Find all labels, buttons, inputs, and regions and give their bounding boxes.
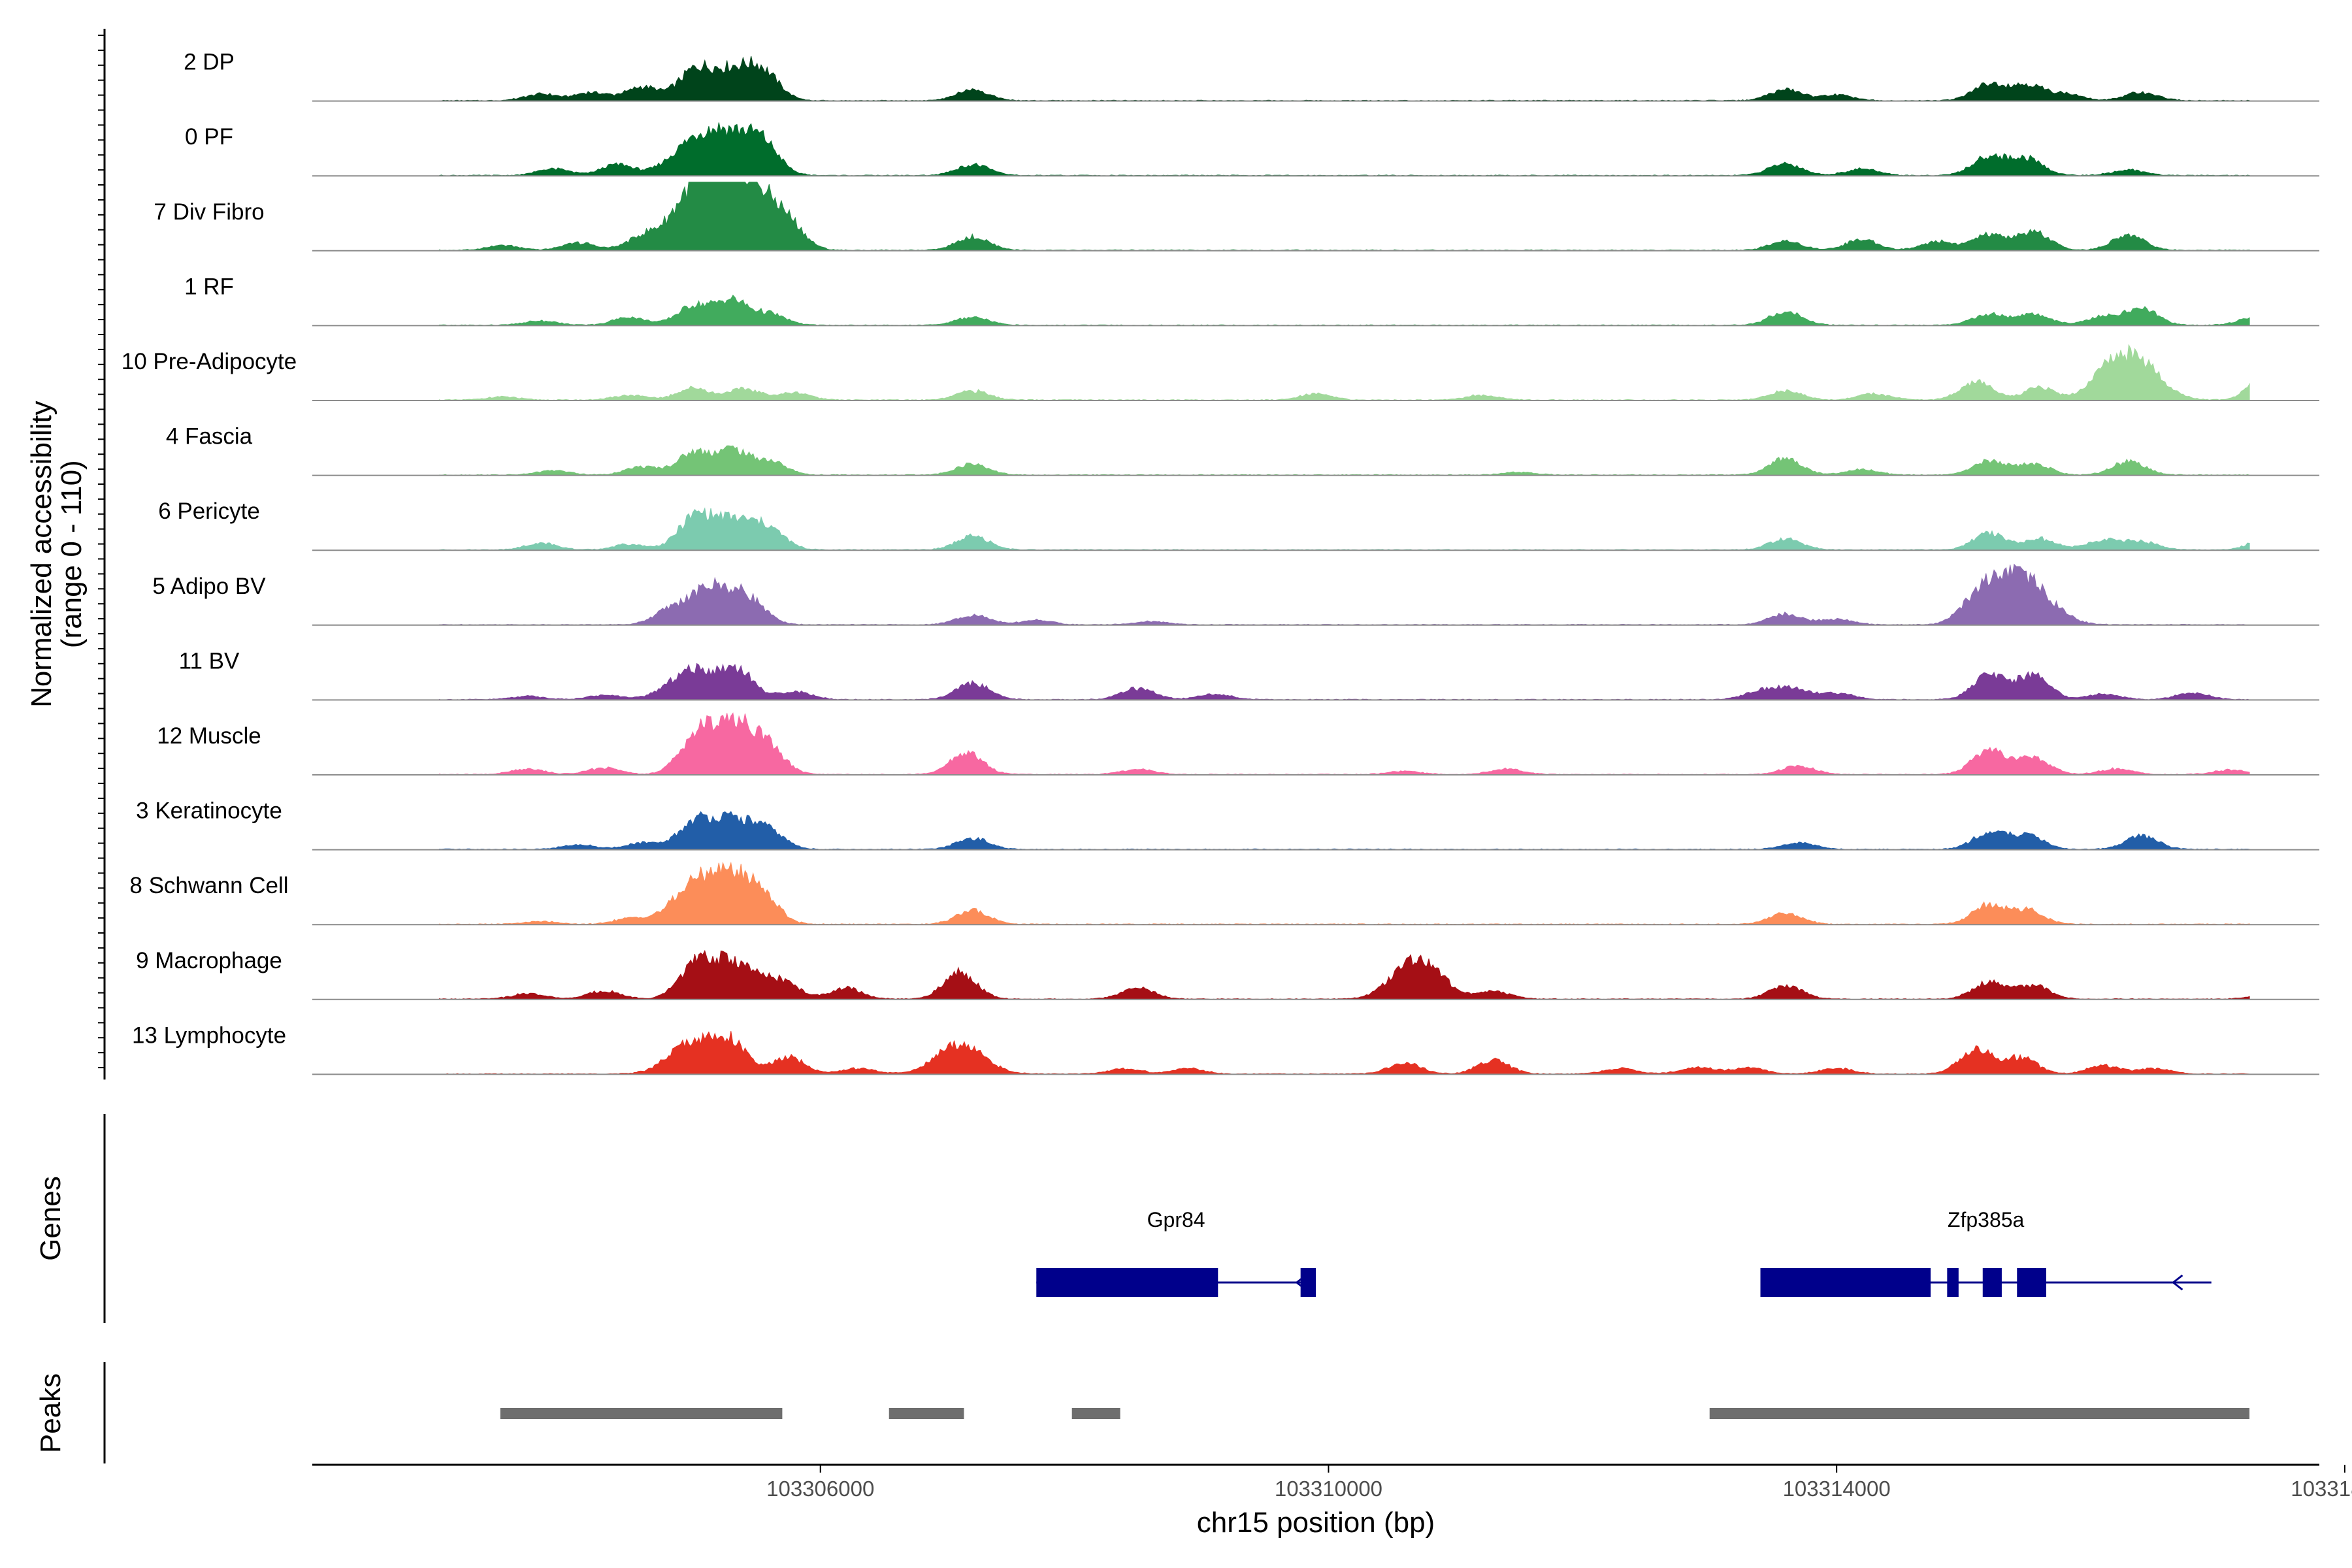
coverage-area: [438, 294, 2250, 326]
gene-0: Gpr84: [1036, 1208, 1316, 1297]
track-0: 2 DP: [184, 50, 2319, 102]
track-label: 7 Div Fibro: [154, 199, 264, 225]
coverage-area: [438, 861, 2250, 925]
track-label: 1 RF: [184, 274, 234, 299]
track-label: 5 Adipo BV: [152, 574, 266, 599]
x-axis: 103306000 103310000 103314000 103318000: [312, 1463, 2352, 1501]
coverage-area: [438, 712, 2250, 776]
peak-region: [500, 1408, 783, 1419]
peak-region: [889, 1408, 964, 1419]
peak-region: [1709, 1408, 2250, 1419]
peak-track: [103, 1362, 2250, 1463]
gene-exon: [1300, 1268, 1316, 1297]
x-tick-label: 103306000: [766, 1477, 874, 1501]
track-label: 2 DP: [184, 50, 235, 75]
track-7: 5 Adipo BV: [152, 563, 2319, 626]
track-8: 11 BV: [179, 648, 2319, 701]
coverage-area: [438, 507, 2250, 551]
track-4: 10 Pre-Adipocyte: [122, 344, 2319, 401]
track-label: 9 Macrophage: [136, 948, 282, 973]
gene-1: Zfp385a: [1760, 1208, 2212, 1297]
track-1: 0 PF: [185, 122, 2319, 177]
coverage-tracks: 2 DP 0 PF 7 Div Fibro 1 RF 10 Pre-Adipocyte 4…: [122, 50, 2319, 1075]
coverage-area: [438, 563, 2250, 626]
gene-name-label: Gpr84: [1147, 1208, 1205, 1232]
coverage-area: [438, 949, 2250, 1000]
track-10: 3 Keratinocyte: [136, 798, 2319, 851]
track-9: 12 Muscle: [157, 712, 2319, 776]
gene-exon: [2017, 1268, 2046, 1297]
track-12: 9 Macrophage: [136, 948, 2319, 1000]
gene-exon: [1036, 1268, 1218, 1297]
track-3: 1 RF: [184, 274, 2319, 327]
coverage-area: [438, 182, 2250, 252]
coverage-area: [438, 1031, 2250, 1075]
genes-track-title: Genes: [35, 1176, 67, 1261]
coverage-area: [438, 662, 2250, 700]
x-axis-title: chr15 position (bp): [1197, 1507, 1435, 1539]
strand-arrow: [2171, 1274, 2183, 1291]
gene-exon: [1947, 1268, 1959, 1297]
peak-region: [1071, 1408, 1120, 1419]
track-label: 3 Keratinocyte: [136, 798, 282, 824]
y-axis-title: Normalized accessibility: [25, 400, 57, 707]
coverage-area: [438, 122, 2250, 176]
track-11: 8 Schwann Cell: [129, 861, 2319, 926]
y-axis: [98, 29, 106, 1080]
x-tick-label: 103310000: [1275, 1477, 1382, 1501]
track-6: 6 Pericyte: [158, 498, 2319, 551]
track-label: 0 PF: [185, 124, 233, 150]
coverage-area: [438, 811, 2250, 851]
track-2: 7 Div Fibro: [154, 182, 2319, 252]
coverage-area: [438, 344, 2250, 401]
x-tick-label: 103314000: [1783, 1477, 1891, 1501]
track-label: 4 Fascia: [166, 424, 253, 449]
gene-name-label: Zfp385a: [1948, 1208, 2025, 1232]
track-label: 12 Muscle: [157, 723, 261, 749]
track-label: 6 Pericyte: [158, 498, 260, 524]
track-label: 10 Pre-Adipocyte: [122, 349, 297, 374]
gene-exon: [1982, 1268, 2002, 1297]
gene-track: Gpr84 Zfp385a: [103, 1114, 2212, 1323]
peaks-track-title: Peaks: [35, 1373, 67, 1453]
coverage-area: [438, 445, 2250, 476]
track-label: 8 Schwann Cell: [129, 873, 288, 898]
track-5: 4 Fascia: [166, 424, 2319, 476]
track-13: 13 Lymphocyte: [132, 1022, 2319, 1075]
track-label: 13 Lymphocyte: [132, 1022, 286, 1048]
x-tick-label: 103318000: [2291, 1477, 2352, 1501]
track-label: 11 BV: [179, 648, 240, 674]
coverage-area: [438, 56, 2250, 102]
strand-arrow: [1295, 1274, 1307, 1291]
gene-exon: [1760, 1268, 1931, 1297]
y-axis-subtitle: (range 0 - 110): [56, 460, 88, 648]
